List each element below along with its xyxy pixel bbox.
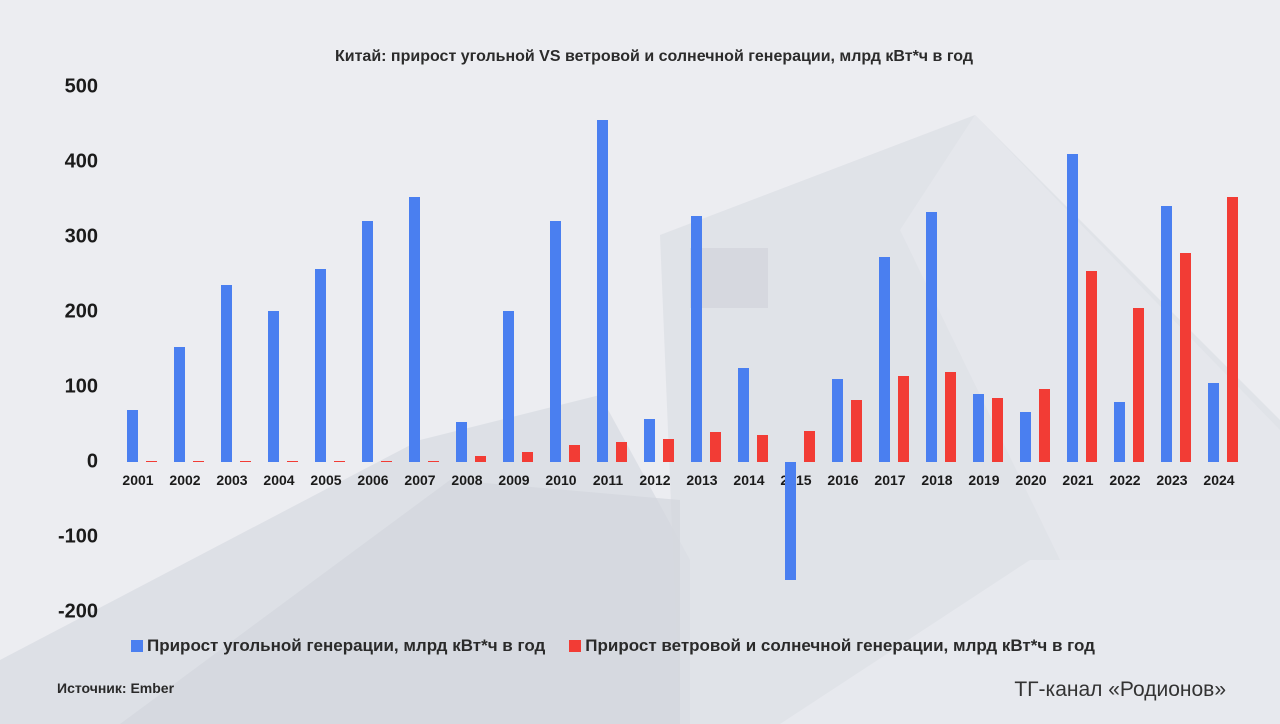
legend-swatch-wind-solar [569,640,582,652]
x-tick-label: 2008 [451,472,483,488]
bar-coal-2004 [268,311,279,462]
x-tick-label: 2017 [874,472,906,488]
x-tick-label: 2001 [122,472,154,488]
x-tick-label: 2016 [827,472,859,488]
y-tick-label: -100 [57,525,98,548]
y-tick-label: 400 [64,150,98,173]
bar-wind-solar-2016 [851,399,862,462]
chart-title: Китай: прирост угольной VS ветровой и со… [334,48,973,65]
bar-coal-2001 [127,410,138,462]
legend: Прирост угольной генерации, млрд кВт*ч в… [131,636,1119,656]
x-tick-label: 2006 [357,472,389,488]
bar-coal-2015 [785,462,796,580]
bar-wind-solar-2023 [1180,252,1191,462]
bar-coal-2019 [973,393,984,462]
bar-wind-solar-2007 [428,461,439,463]
bar-coal-2017 [879,257,890,462]
bar-wind-solar-2005 [334,461,345,463]
x-tick-label: 2009 [498,472,530,488]
y-tick-label: 100 [64,375,98,398]
bar-wind-solar-2018 [945,372,956,462]
bar-wind-solar-2024 [1227,196,1238,462]
bar-wind-solar-2022 [1133,307,1144,462]
x-tick-label: 2010 [545,472,577,488]
bar-wind-solar-2003 [240,461,251,463]
bar-coal-2020 [1020,411,1031,462]
legend-label-wind-solar: Прирост ветровой и солнечной генерации, … [585,636,1095,655]
bar-coal-2014 [738,368,749,462]
bar-coal-2023 [1161,206,1172,462]
x-tick-label: 2013 [686,472,718,488]
x-tick-label: 2007 [404,472,436,488]
x-tick-label: 2003 [216,472,248,488]
x-tick-label: 2023 [1156,472,1188,488]
x-tick-label: 2018 [921,472,953,488]
bar-wind-solar-2002 [193,461,204,463]
x-tick-label: 2022 [1109,472,1141,488]
bar-coal-2007 [409,197,420,462]
y-tick-label: 0 [86,450,98,473]
bar-coal-2005 [315,269,326,462]
bar-coal-2013 [691,216,702,462]
legend-item-wind-solar: Прирост ветровой и солнечной генерации, … [569,636,1095,656]
legend-swatch-coal [131,640,143,652]
bar-wind-solar-2015 [804,430,815,462]
x-tick-label: 2024 [1203,472,1235,488]
bar-coal-2024 [1208,382,1219,462]
x-tick-label: 2012 [639,472,671,488]
y-tick-label: 500 [64,75,98,98]
x-tick-label: 2020 [1015,472,1047,488]
y-tick-label: -200 [57,600,98,623]
bar-wind-solar-2020 [1039,388,1050,462]
x-tick-label: 2004 [263,472,295,488]
bar-coal-2016 [832,378,843,462]
y-tick-label: 300 [64,225,98,248]
bar-wind-solar-2004 [287,461,298,463]
x-tick-label: 2014 [733,472,765,488]
bar-wind-solar-2008 [475,456,486,462]
bar-coal-2018 [926,212,937,462]
y-tick-label: 200 [64,300,98,323]
legend-item-coal: Прирост угольной генерации, млрд кВт*ч в… [131,636,545,656]
bar-wind-solar-2001 [146,461,157,463]
bar-coal-2008 [456,422,467,462]
bar-wind-solar-2009 [522,451,533,462]
x-tick-label: 2005 [310,472,342,488]
bar-coal-2022 [1114,402,1125,462]
bar-coal-2009 [503,311,514,462]
bar-coal-2002 [174,347,185,462]
x-tick-label: 2011 [592,472,624,488]
x-tick-label: 2019 [968,472,1000,488]
x-tick-label: 2021 [1062,472,1094,488]
legend-label-coal: Прирост угольной генерации, млрд кВт*ч в… [147,636,546,655]
bar-coal-2006 [362,221,373,462]
bar-wind-solar-2017 [898,375,909,462]
bar-wind-solar-2013 [710,432,721,462]
bar-wind-solar-2019 [992,397,1003,462]
bar-wind-solar-2010 [569,444,580,462]
bar-coal-2012 [644,419,655,462]
bar-coal-2003 [221,285,232,462]
bar-wind-solar-2006 [381,461,392,463]
source-note: Источник: Ember [57,680,175,696]
bar-coal-2011 [597,120,608,462]
bar-coal-2021 [1067,153,1078,462]
bar-wind-solar-2011 [616,441,627,462]
bar-wind-solar-2021 [1086,270,1097,462]
bar-wind-solar-2014 [757,435,768,462]
x-tick-label: 2002 [169,472,201,488]
bar-wind-solar-2012 [663,438,674,462]
bar-coal-2010 [550,221,561,462]
channel-credit: ТГ-канал «Родионов» [1014,678,1226,701]
